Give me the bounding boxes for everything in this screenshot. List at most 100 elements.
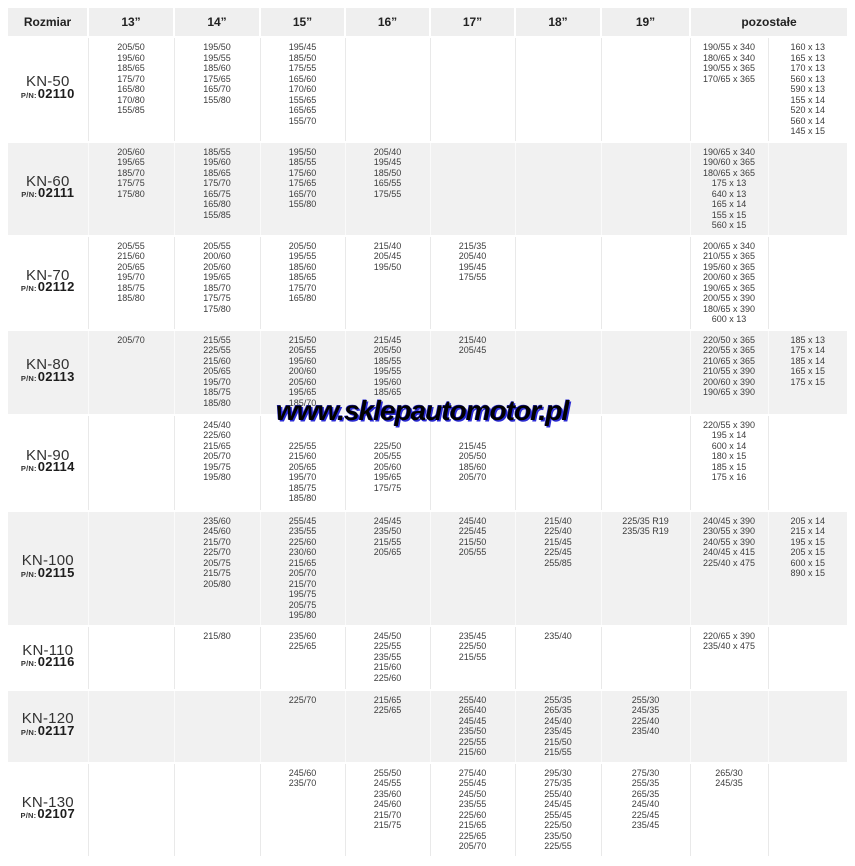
size-value: 205/55 <box>373 451 402 461</box>
size-value <box>263 430 343 441</box>
size-value: 155 x 14 <box>790 94 826 105</box>
size-value: 215 x 14 <box>790 526 826 536</box>
size-value: 195/65 <box>373 472 402 482</box>
size-value: 600 x 13 <box>711 314 747 324</box>
size-value: 215/55 <box>373 536 402 547</box>
size-value: 180/65 x 340 <box>702 52 756 63</box>
sizes-cell-13in <box>88 625 175 691</box>
size-value: 520 x 14 <box>790 105 826 115</box>
sizes-cell-18in <box>515 329 602 416</box>
sizes-cell-18in <box>515 414 602 512</box>
part-number-label: P/N: <box>20 90 37 100</box>
size-value: 215/50 <box>288 334 317 345</box>
sizes-cell-pozostale-right <box>768 414 847 512</box>
size-value: 215/65 <box>203 440 231 451</box>
size-value: 230/60 <box>288 547 317 557</box>
size-value: 165 x 13 <box>790 52 826 63</box>
size-value: 275/30 <box>631 767 660 778</box>
size-value: 185/65 <box>203 167 231 178</box>
size-value: 215/55 <box>544 747 572 757</box>
size-value: 175/70 <box>117 73 145 84</box>
sizes-cell-19in <box>601 414 691 512</box>
model-cell: KN-80 P/N:02113 <box>8 329 89 416</box>
size-value: 175/75 <box>373 482 402 493</box>
model-name: KN-80 <box>25 356 70 373</box>
sizes-cell-15in: 215/50 205/55 195/60 200/60 205/60 195/65 185/… <box>260 329 346 416</box>
size-value: 205/55 <box>288 345 317 355</box>
size-value: 235/55 <box>288 526 317 536</box>
part-number-label: P/N: <box>20 284 37 293</box>
size-value: 170/60 <box>288 84 317 94</box>
size-value: 255/30 <box>631 694 660 705</box>
size-value: 205/65 <box>288 461 317 472</box>
size-value: 230/55 x 390 <box>702 526 756 536</box>
size-value: 195/70 <box>288 472 317 482</box>
size-value: 215/45 <box>544 536 572 547</box>
sizes-cell-16in <box>345 37 431 143</box>
sizes-cell-13in: 205/55 215/60 205/65 195/70 185/75 185/80 <box>88 235 175 331</box>
size-value: 240/55 x 390 <box>702 536 756 547</box>
size-value: 215/35 <box>458 240 487 251</box>
model-name: KN-70 <box>25 266 70 284</box>
size-value: 225/40 <box>544 526 572 536</box>
sizes-cell-15in: 225/70 <box>260 689 346 764</box>
table-row-kn-130: KN-130 P/N:02107 245/60 235/70 255/50 245/55 2… <box>8 762 847 858</box>
size-value: 215/75 <box>203 568 231 578</box>
size-value: 600 x 15 <box>790 557 826 568</box>
sizes-cell-16in: 215/40 205/45 195/50 <box>345 235 431 331</box>
size-value: 165/80 <box>117 84 145 94</box>
part-number: P/N:02112 <box>10 280 86 295</box>
size-value: 225/55 <box>544 841 572 851</box>
size-value: 225/55 <box>203 345 231 355</box>
size-value: 255/45 <box>288 515 317 526</box>
sizes-cell-13in <box>88 414 175 512</box>
size-value: 175/75 <box>117 178 145 188</box>
size-value: 195/75 <box>288 589 317 599</box>
size-value: 195 x 14 <box>711 430 747 440</box>
size-value: 215/60 <box>203 355 231 366</box>
size-value: 185/75 <box>117 282 145 293</box>
size-value: 590 x 13 <box>790 84 826 94</box>
size-value: 265/35 <box>631 788 660 799</box>
size-value: 235/60 <box>288 630 317 641</box>
size-value: 165 x 15 <box>790 366 826 376</box>
sizes-cell-15in: 255/45 235/55 225/60 230/60 215/65 205/70 215/… <box>260 510 346 627</box>
size-value: 155/85 <box>203 209 231 220</box>
size-value: 225/45 <box>458 526 487 536</box>
part-number-value: 02117 <box>37 722 75 738</box>
sizes-cell-19in <box>601 329 691 416</box>
sizes-cell-13in: 205/70 <box>88 329 175 416</box>
sizes-cell-14in: 215/80 <box>174 625 261 691</box>
size-value: 195/50 <box>203 42 231 52</box>
size-value: 185/80 <box>288 493 317 503</box>
size-value: 180/65 x 390 <box>702 303 756 314</box>
size-value <box>433 420 513 431</box>
sizes-cell-18in <box>515 235 602 331</box>
size-value: 165/60 <box>288 73 317 84</box>
model-cell: KN-130 P/N:02107 <box>8 762 89 858</box>
sizes-cell-13in <box>88 689 175 764</box>
sizes-cell-18in <box>515 37 602 143</box>
size-value: 235/45 <box>458 630 487 641</box>
size-value: 185/70 <box>203 282 231 293</box>
table-row-kn-120: KN-120 P/N:02117 225/70 215/65 225/65 255/40 2… <box>8 689 847 764</box>
size-value: 235/45 <box>544 726 572 736</box>
size-value: 195/70 <box>117 272 145 282</box>
size-value: 165/80 <box>203 199 231 209</box>
sizes-cell-14in: 195/50 195/55 185/60 175/65 165/70 155/80 <box>174 37 261 143</box>
table-body: KN-50 P/N:02110 205/50 195/60 185/65 175/70 16… <box>8 37 847 858</box>
size-value: 205/55 <box>203 240 231 251</box>
size-value: 200/65 x 340 <box>702 240 756 251</box>
column-header-15in: 15” <box>260 8 346 38</box>
size-value: 215/60 <box>458 747 487 757</box>
size-value: 205 x 15 <box>790 547 826 557</box>
size-value: 205/75 <box>288 599 317 610</box>
size-value: 195/60 <box>288 355 317 366</box>
part-number-value: 02110 <box>37 85 75 101</box>
size-value: 175/55 <box>373 188 402 199</box>
size-value: 225/50 <box>373 440 402 451</box>
size-value: 185/60 <box>288 261 317 272</box>
size-value: 205/75 <box>203 557 231 568</box>
size-value: 185/55 <box>203 146 231 157</box>
sizes-cell-16in: 255/50 245/55 235/60 245/60 215/70 215/75 <box>345 762 431 858</box>
